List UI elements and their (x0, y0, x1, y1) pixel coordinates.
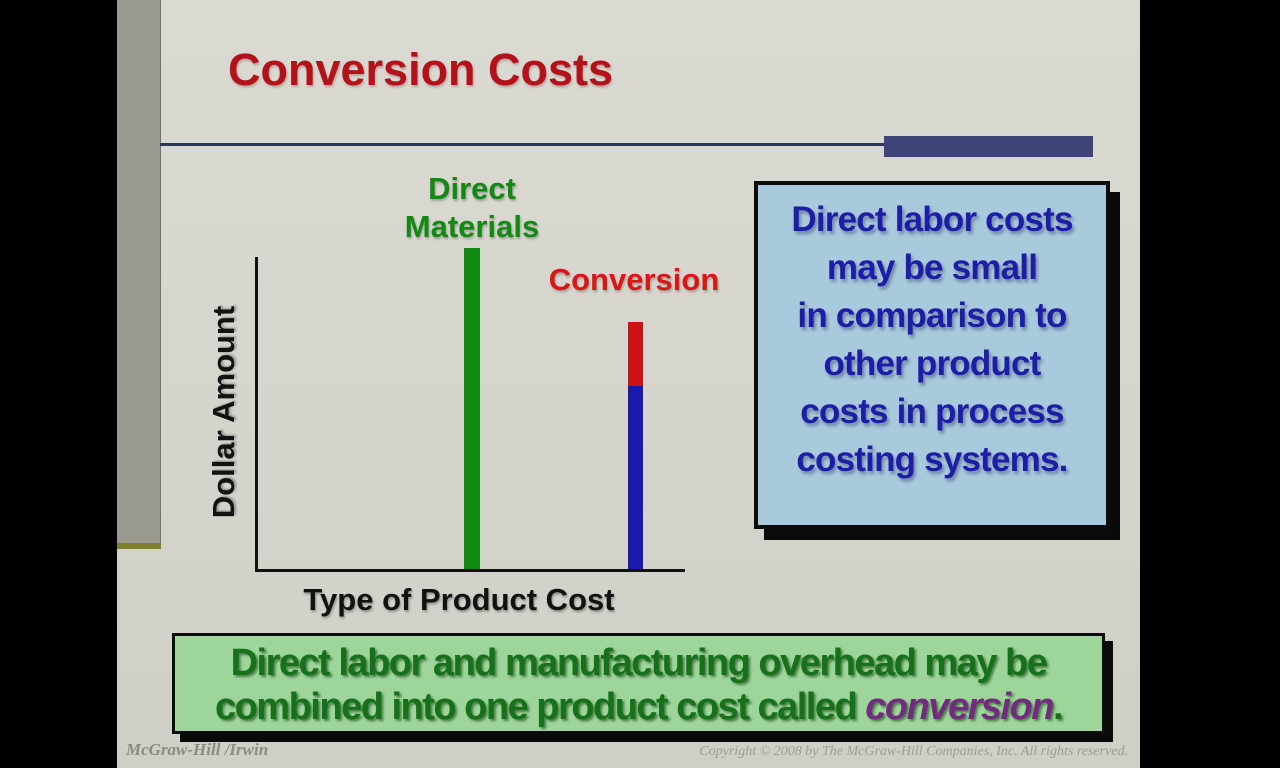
callout-line: Direct labor costs (791, 200, 1073, 239)
sidebar-strip (117, 0, 161, 543)
bar-label-line: Materials (404, 209, 540, 244)
banner-highlight-word: conversion (865, 686, 1054, 728)
right-letterbox (1140, 0, 1280, 768)
callout-line: costs in process (800, 392, 1064, 431)
bar-direct-materials (464, 248, 480, 570)
y-axis-label: Dollar Amount (206, 305, 241, 519)
callout-line: costing systems. (796, 440, 1068, 479)
callout-line: other product (823, 344, 1041, 383)
bar-conversion (628, 322, 643, 570)
banner-line: combined into one product cost called co… (175, 685, 1102, 729)
banner-conversion-definition: Direct labor and manufacturing overhead … (172, 633, 1105, 734)
y-axis-line (255, 257, 258, 572)
banner-line-suffix: . (1052, 686, 1064, 728)
bar-label-line: Direct (428, 171, 516, 206)
banner-line-prefix: combined into one product cost called (214, 686, 866, 728)
x-axis-line (255, 569, 685, 572)
publisher-credit: McGraw-Hill /Irwin (126, 740, 269, 759)
sidebar-strip-tick (117, 543, 161, 549)
callout-line: in comparison to (797, 296, 1067, 335)
x-axis-label: Type of Product Cost (303, 582, 615, 617)
title-accent-bar (884, 136, 1093, 157)
title-divider-line (160, 143, 890, 146)
banner-line: Direct labor and manufacturing overhead … (230, 642, 1048, 684)
bar-segment-manufacturing-overhead (628, 322, 643, 386)
slide-title: Conversion Costs (228, 44, 614, 95)
callout-direct-labor-note: Direct labor costs may be small in compa… (754, 181, 1110, 529)
copyright-notice: Copyright © 2008 by The McGraw-Hill Comp… (699, 744, 1128, 759)
left-letterbox (0, 0, 117, 768)
bar-label-conversion: Conversion (548, 262, 720, 297)
bar-segment-direct-labor (628, 386, 643, 570)
callout-line: may be small (826, 248, 1038, 287)
bar-label-direct-materials: Direct Materials (352, 170, 592, 246)
